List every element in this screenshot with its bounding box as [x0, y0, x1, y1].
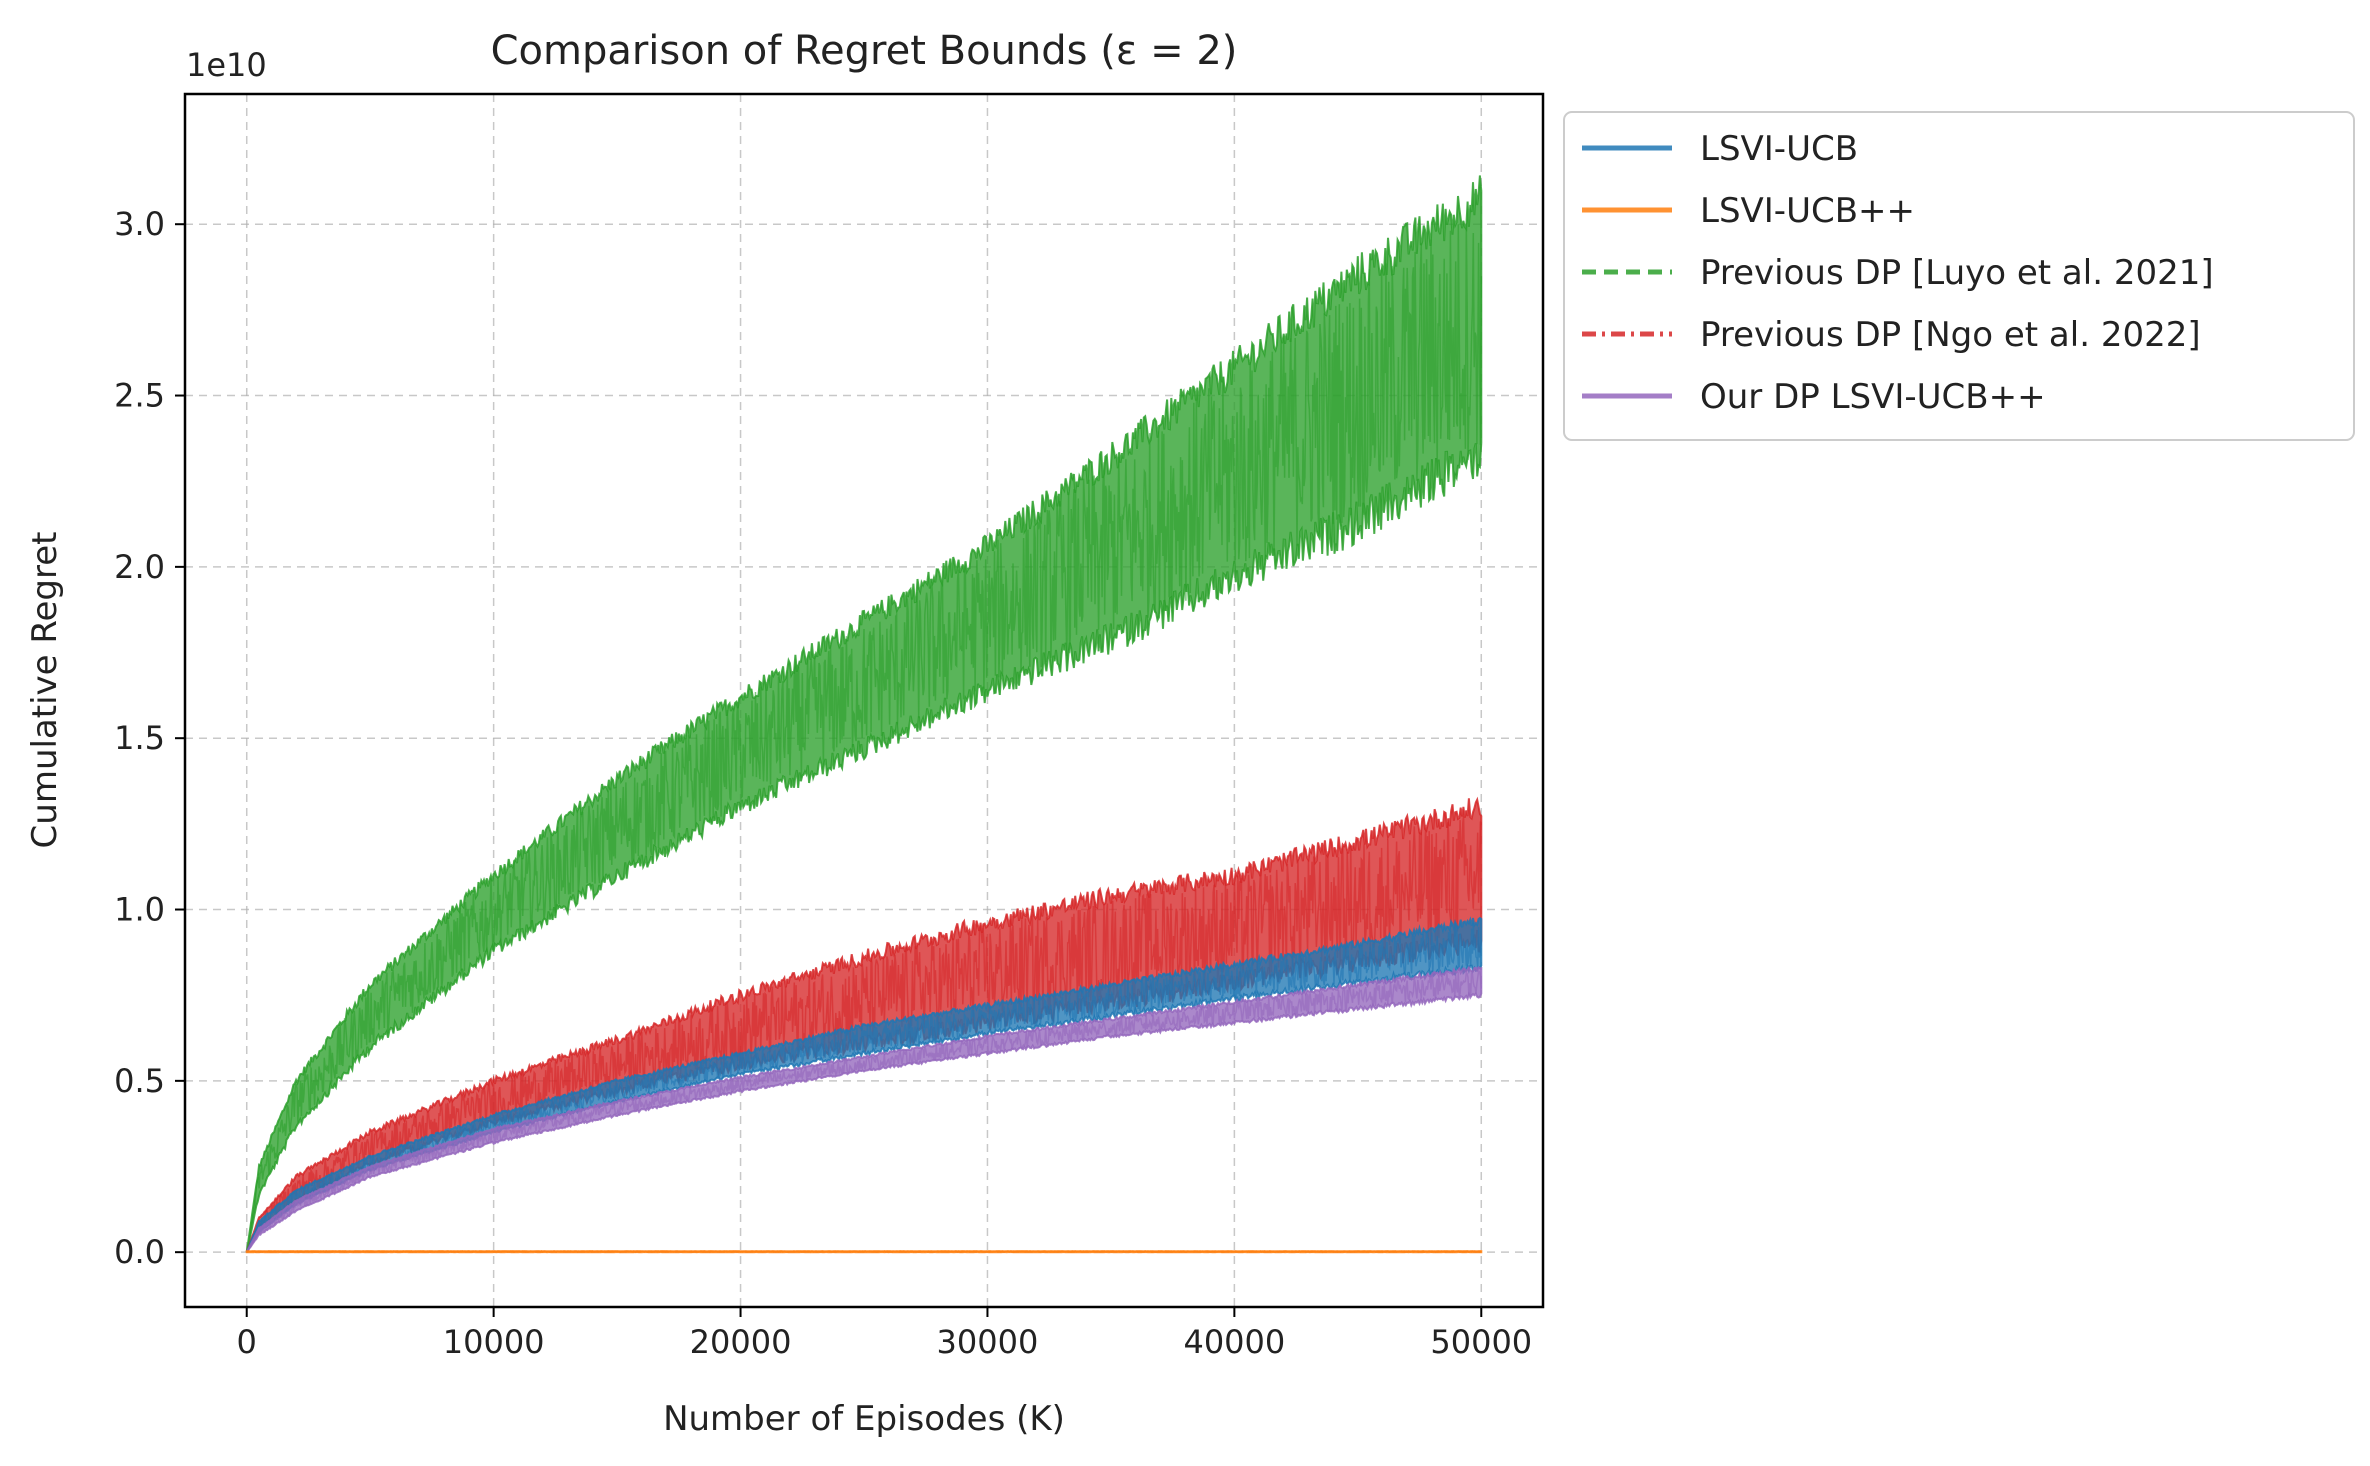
series-noise-line	[246, 970, 1483, 1253]
series-lsvi-ucb	[245, 1250, 1483, 1254]
legend-label: LSVI-UCB	[1700, 129, 1858, 169]
series-layer	[245, 175, 1483, 1254]
x-tick-label: 30000	[937, 1323, 1039, 1361]
series-our-dp-lsvi-ucb	[245, 965, 1483, 1253]
axis-ticks: 0 10000 20000 30000 40000 50000 0.0 0.5 1.0 1.5 2.…	[114, 205, 1532, 1361]
legend-label: Previous DP [Ngo et al. 2022]	[1700, 315, 2201, 355]
x-tick-label: 20000	[690, 1323, 792, 1361]
legend-item: Previous DP [Ngo et al. 2022]	[1582, 315, 2201, 355]
y-tick-label: 0.5	[114, 1062, 165, 1100]
y-offset-label: 1e10	[186, 46, 267, 84]
series-noise-line	[246, 815, 1483, 1253]
y-tick-label: 0.0	[114, 1233, 165, 1271]
x-tick-label: 40000	[1183, 1323, 1285, 1361]
y-tick-label: 3.0	[114, 205, 165, 243]
legend-label: Our DP LSVI-UCB++	[1700, 377, 2046, 417]
x-tick-label: 50000	[1430, 1323, 1532, 1361]
y-tick-label: 1.0	[114, 891, 165, 929]
x-axis-label: Number of Episodes (K)	[663, 1399, 1065, 1439]
legend-item: LSVI-UCB	[1582, 129, 1858, 169]
plot-frame	[183, 92, 1545, 1309]
y-tick-label: 2.5	[114, 377, 165, 415]
series-noise-line	[245, 222, 1483, 1253]
y-tick-label: 2.0	[114, 548, 165, 586]
x-tick-label: 10000	[443, 1323, 545, 1361]
legend-label: Previous DP [Luyo et al. 2021]	[1700, 253, 2214, 293]
series-noise-line	[246, 1250, 1482, 1254]
chart-title: Comparison of Regret Bounds (ε = 2)	[491, 28, 1238, 74]
y-axis-label: Cumulative Regret	[25, 532, 65, 849]
legend-item: Our DP LSVI-UCB++	[1582, 377, 2046, 417]
x-tick-label: 0	[237, 1323, 257, 1361]
legend-label: LSVI-UCB++	[1700, 191, 1915, 231]
legend-item: LSVI-UCB++	[1582, 191, 1915, 231]
legend-item: Previous DP [Luyo et al. 2021]	[1582, 253, 2214, 293]
series-previous-dp-luyo-et-al-2021	[245, 175, 1483, 1253]
legend-box	[1563, 111, 2355, 441]
y-tick-label: 1.5	[114, 719, 165, 757]
legend: LSVI-UCB LSVI-UCB++ Previous DP [Luyo et a…	[1563, 111, 2355, 441]
